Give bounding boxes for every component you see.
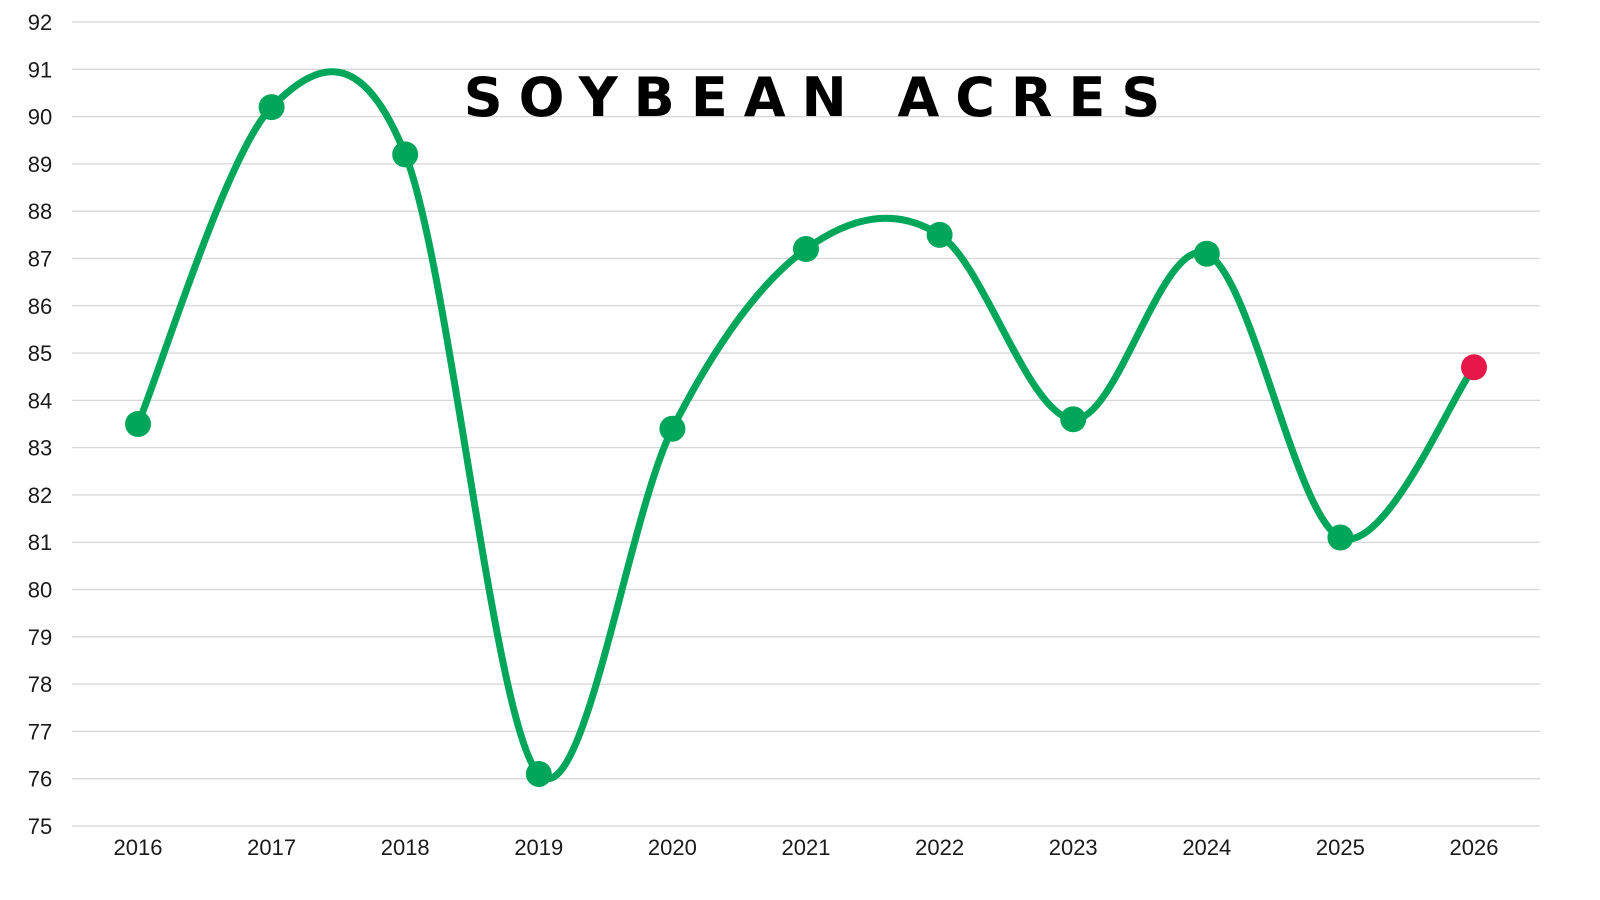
y-axis-tick-labels: 75 76 77 78 79 80 81 82 83 84 85 86 87 88 89 90 91 92 xyxy=(28,10,52,839)
y-tick-label: 79 xyxy=(28,625,52,650)
y-tick-label: 76 xyxy=(28,767,52,792)
y-tick-label: 85 xyxy=(28,341,52,366)
x-tick-label: 2016 xyxy=(114,835,163,860)
x-tick-label: 2023 xyxy=(1049,835,1098,860)
data-point xyxy=(125,411,151,437)
y-tick-label: 81 xyxy=(28,530,52,555)
y-tick-label: 88 xyxy=(28,199,52,224)
x-tick-label: 2026 xyxy=(1450,835,1499,860)
data-point xyxy=(659,415,686,442)
data-point xyxy=(1060,406,1087,433)
y-tick-label: 80 xyxy=(28,578,52,603)
data-point xyxy=(926,221,953,248)
x-tick-label: 2024 xyxy=(1182,835,1231,860)
x-axis-tick-labels: 2016 2017 2018 2019 2020 2021 2022 2023 2024 2025… xyxy=(114,835,1499,860)
data-point-markers xyxy=(125,94,1487,787)
x-tick-label: 2017 xyxy=(247,835,296,860)
y-tick-label: 89 xyxy=(28,152,52,177)
x-tick-label: 2018 xyxy=(381,835,430,860)
y-tick-label: 92 xyxy=(28,10,52,35)
y-tick-label: 84 xyxy=(28,388,52,413)
x-tick-label: 2021 xyxy=(782,835,831,860)
data-point xyxy=(1327,524,1354,551)
data-point xyxy=(392,141,419,168)
series-line xyxy=(134,68,1478,782)
y-tick-label: 83 xyxy=(28,436,52,461)
chart-title: SOYBEAN ACRES xyxy=(464,66,1177,129)
y-tick-label: 77 xyxy=(28,719,52,744)
highlighted-data-point xyxy=(1461,354,1487,381)
y-tick-label: 86 xyxy=(28,294,52,319)
data-point xyxy=(793,236,819,263)
y-tick-label: 87 xyxy=(28,246,52,271)
x-tick-label: 2019 xyxy=(514,835,563,860)
data-point xyxy=(258,94,285,121)
grid-lines xyxy=(72,21,1540,827)
y-tick-label: 75 xyxy=(28,814,52,839)
y-tick-label: 82 xyxy=(28,483,52,508)
x-tick-label: 2022 xyxy=(915,835,964,860)
data-point xyxy=(525,760,552,787)
x-tick-label: 2025 xyxy=(1316,835,1365,860)
y-tick-label: 91 xyxy=(28,57,52,82)
x-tick-label: 2020 xyxy=(648,835,697,860)
y-tick-label: 90 xyxy=(28,105,52,130)
y-tick-label: 78 xyxy=(28,672,52,697)
data-point xyxy=(1193,240,1220,267)
